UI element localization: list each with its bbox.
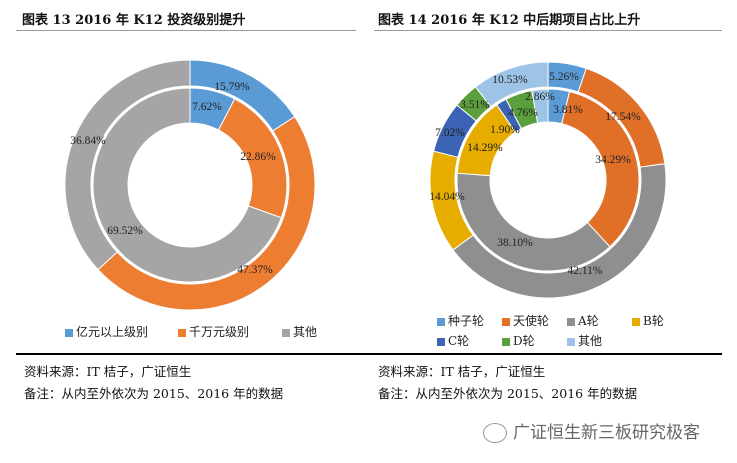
legend-swatch	[567, 317, 575, 326]
chart-title-14: 图表 14 2016 年 K12 中后期项目占比上升	[378, 13, 641, 28]
legend-label: 亿元以上级别	[76, 325, 149, 339]
wechat-icon	[483, 423, 507, 443]
data-label-2015-5: 4.76%	[508, 107, 538, 119]
data-label-2016-3: 14.04%	[429, 191, 465, 203]
data-label-2015-6: 2.86%	[525, 91, 555, 103]
data-label-2015-2: 69.52%	[107, 225, 143, 237]
source-note-left: 资料来源：IT 桔子，广证恒生	[24, 364, 192, 379]
slice-2015-1	[561, 90, 640, 248]
legend-swatch	[502, 337, 510, 346]
data-label-2015-1: 34.29%	[595, 154, 631, 166]
slice-2016-6	[474, 61, 549, 108]
chart-title-13: 图表 13 2016 年 K12 投资级别提升	[22, 13, 246, 28]
legend-label: D轮	[513, 334, 535, 348]
legend-item: C轮	[437, 332, 469, 349]
data-label-2016-1: 47.37%	[237, 264, 273, 276]
source-note-right: 资料来源：IT 桔子，广证恒生	[378, 364, 546, 379]
legend-item: B轮	[632, 312, 664, 329]
legend-label: C轮	[448, 334, 470, 348]
data-label-2016-1: 17.54%	[605, 111, 641, 123]
legend-label: 其他	[293, 325, 318, 339]
watermark: 广证恒生新三板研究极客	[483, 418, 700, 443]
legend-item: 其他	[282, 323, 317, 340]
data-label-2015-2: 38.10%	[497, 237, 533, 249]
legend-swatch	[567, 337, 575, 346]
data-label-2015-0: 3.81%	[553, 104, 583, 116]
slice-2015-2	[92, 87, 282, 283]
data-label-2016-0: 5.26%	[549, 71, 579, 83]
data-label-2016-2: 36.84%	[70, 135, 106, 147]
slice-2015-2	[456, 172, 611, 272]
slice-2016-2	[64, 59, 191, 271]
legend-swatch	[502, 317, 510, 326]
divider	[374, 30, 722, 31]
legend-label: 天使轮	[513, 314, 550, 328]
legend-label: 种子轮	[448, 314, 485, 328]
legend-item: 天使轮	[502, 312, 549, 329]
legend-swatch	[437, 317, 445, 326]
legend-item: A轮	[567, 312, 599, 329]
data-label-2016-6: 10.53%	[492, 74, 528, 86]
legend-swatch	[632, 317, 640, 326]
legend-label: 千万元级别	[189, 325, 250, 339]
remark-note-left: 备注：从内至外依次为 2015、2016 年的数据	[24, 386, 284, 401]
legend-swatch	[282, 328, 290, 337]
legend-label: 其他	[578, 334, 603, 348]
legend-swatch	[65, 328, 73, 337]
data-label-2015-0: 7.62%	[192, 101, 222, 113]
data-label-2016-2: 42.11%	[567, 265, 602, 277]
watermark-text: 广证恒生新三板研究极客	[513, 423, 700, 443]
legend-item: 种子轮	[437, 312, 484, 329]
legend-swatch	[437, 337, 445, 346]
legend-item: 其他	[567, 332, 602, 349]
data-label-2015-1: 22.86%	[240, 151, 276, 163]
divider	[16, 353, 722, 355]
data-label-2016-5: 3.51%	[460, 99, 490, 111]
legend-item: D轮	[502, 332, 535, 349]
remark-note-right: 备注：从内至外依次为 2015、2016 年的数据	[378, 386, 638, 401]
data-label-2015-4: 1.90%	[490, 124, 520, 136]
legend-label: A轮	[578, 314, 599, 328]
legend-item: 亿元以上级别	[65, 323, 148, 340]
legend-swatch	[178, 328, 186, 337]
legend-item: 千万元级别	[178, 323, 249, 340]
divider	[16, 30, 356, 31]
data-label-2015-3: 14.29%	[467, 142, 503, 154]
slice-2015-6	[531, 88, 549, 124]
data-label-2016-0: 15.79%	[214, 81, 250, 93]
legend-label: B轮	[643, 314, 664, 328]
data-label-2016-4: 7.02%	[435, 127, 465, 139]
